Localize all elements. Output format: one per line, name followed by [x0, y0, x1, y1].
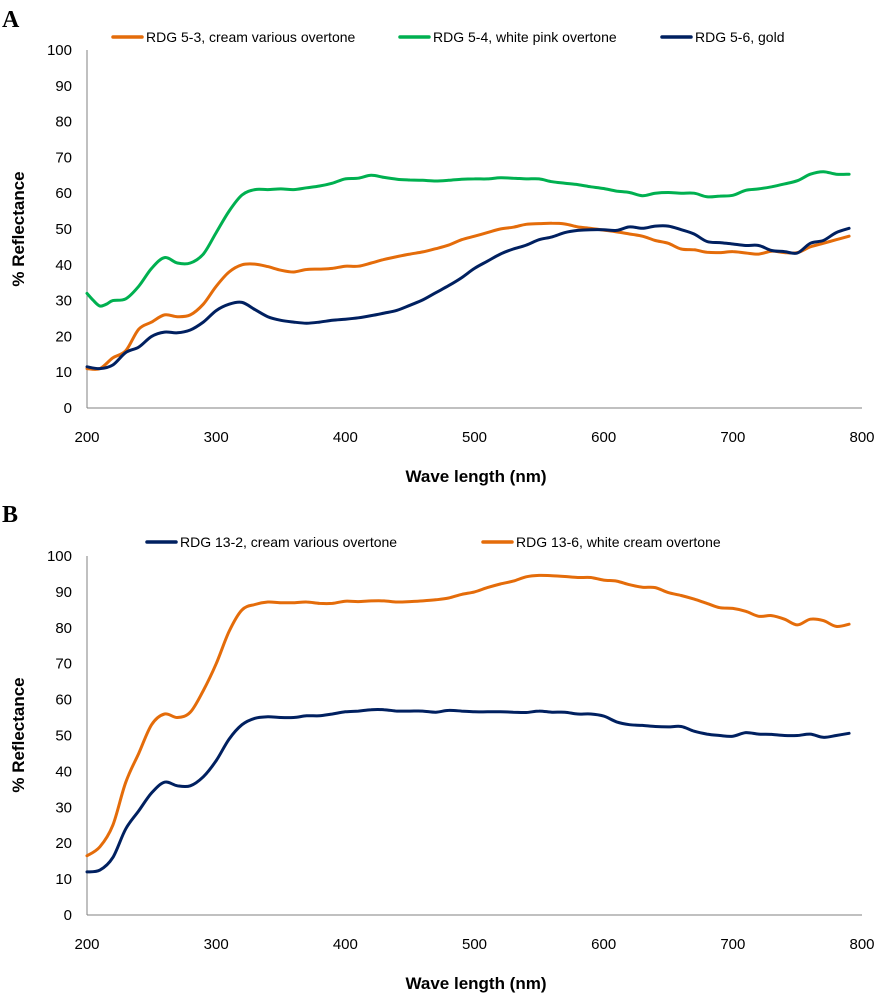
panel-a-y-tick-label: 40	[55, 257, 72, 274]
panel-a-x-tick-label: 200	[74, 429, 99, 446]
panel-b-legend-item-1: RDG 13-2, cream various overtone	[145, 534, 397, 550]
panel-b-y-tick-label: 0	[64, 907, 72, 924]
panel-b-y-tick-label: 20	[55, 835, 72, 852]
panel-a-x-tick-label: 800	[849, 429, 874, 446]
panel-a-y-tick-label: 0	[64, 400, 72, 417]
panel-b-label: B	[2, 502, 18, 528]
panel-b-x-tick-label: 700	[720, 936, 745, 953]
panel-b-y-axis-title: % Reflectance	[9, 677, 28, 792]
panel-b-x-tick-label: 400	[333, 936, 358, 953]
panel-b-x-axis-title: Wave length (nm)	[405, 974, 546, 993]
panel-a-x-axis-title: Wave length (nm)	[405, 467, 546, 486]
panel-b-y-tick-label: 100	[47, 548, 72, 565]
panel-b-x-tick-label: 200	[74, 936, 99, 953]
panel-b-y-tick-label: 30	[55, 799, 72, 816]
panel-a-x-ticks: 200 300 400 500 600 700 800	[74, 429, 874, 446]
panel-a-x-tick-label: 500	[462, 429, 487, 446]
panel-a-y-axis-title: % Reflectance	[9, 171, 28, 286]
panel-b-y-tick-label: 70	[55, 656, 72, 673]
panel-a-y-tick-label: 80	[55, 114, 72, 131]
panel-b-series-1-line	[85, 707, 851, 874]
panel-b-series-layer	[85, 573, 851, 874]
legend-label: RDG 13-6, white cream overtone	[516, 534, 721, 550]
panel-b-y-ticks: 0 10 20 30 40 50 60 70 80 90 100	[47, 548, 72, 924]
panel-a-series-3-line	[85, 224, 851, 371]
panel-a-x-tick-label: 700	[720, 429, 745, 446]
panel-b-x-tick-label: 500	[462, 936, 487, 953]
legend-label: RDG 13-2, cream various overtone	[180, 534, 397, 550]
panel-a-x-tick-label: 300	[204, 429, 229, 446]
panel-b-y-tick-label: 40	[55, 763, 72, 780]
legend-label: RDG 5-6, gold	[695, 29, 784, 45]
panel-a-series-1-line	[85, 221, 851, 371]
panel-a-series-2-line	[85, 170, 851, 308]
panel-a-y-tick-label: 50	[55, 221, 72, 238]
legend-label: RDG 5-4, white pink overtone	[433, 29, 617, 45]
panel-a-legend: RDG 5-3, cream various overtone RDG 5-4, …	[111, 29, 784, 45]
panel-b-x-tick-label: 600	[591, 936, 616, 953]
panel-a-label: A	[2, 7, 20, 33]
panel-a-y-tick-label: 20	[55, 328, 72, 345]
panel-b-y-tick-label: 10	[55, 871, 72, 888]
panel-a-y-tick-label: 10	[55, 364, 72, 381]
panel-a-legend-item-3: RDG 5-6, gold	[660, 29, 784, 45]
panel-b: B 0 10 20 30 40 50 60 70 80 90 100 200 300 400 500 600…	[2, 502, 875, 993]
panel-b-legend: RDG 13-2, cream various overtone RDG 13-6…	[145, 534, 721, 550]
panel-a-y-tick-label: 60	[55, 185, 72, 202]
legend-label: RDG 5-3, cream various overtone	[146, 29, 356, 45]
panel-a-x-tick-label: 400	[333, 429, 358, 446]
panel-a-legend-item-2: RDG 5-4, white pink overtone	[398, 29, 617, 45]
panel-b-x-ticks: 200 300 400 500 600 700 800	[74, 936, 874, 953]
panel-b-y-tick-label: 60	[55, 692, 72, 709]
panel-b-y-tick-label: 90	[55, 584, 72, 601]
panel-b-x-tick-label: 800	[849, 936, 874, 953]
panel-b-y-tick-label: 50	[55, 728, 72, 745]
panel-a-series-layer	[85, 170, 851, 371]
panel-a-legend-item-1: RDG 5-3, cream various overtone	[111, 29, 356, 45]
panel-b-series-2-line	[85, 573, 851, 858]
panel-b-y-tick-label: 80	[55, 620, 72, 637]
panel-a-y-tick-label: 90	[55, 78, 72, 95]
panel-a-y-tick-label: 70	[55, 149, 72, 166]
panel-a-y-tick-label: 100	[47, 42, 72, 59]
panel-a: A 0 10 20 30 40 50 60 70 80 90 100 200 300 400 500 600…	[2, 7, 875, 486]
panel-b-legend-item-2: RDG 13-6, white cream overtone	[481, 534, 721, 550]
panel-b-x-tick-label: 300	[204, 936, 229, 953]
panel-a-x-tick-label: 600	[591, 429, 616, 446]
panel-a-y-tick-label: 30	[55, 293, 72, 310]
panel-a-y-ticks: 0 10 20 30 40 50 60 70 80 90 100	[47, 42, 72, 417]
